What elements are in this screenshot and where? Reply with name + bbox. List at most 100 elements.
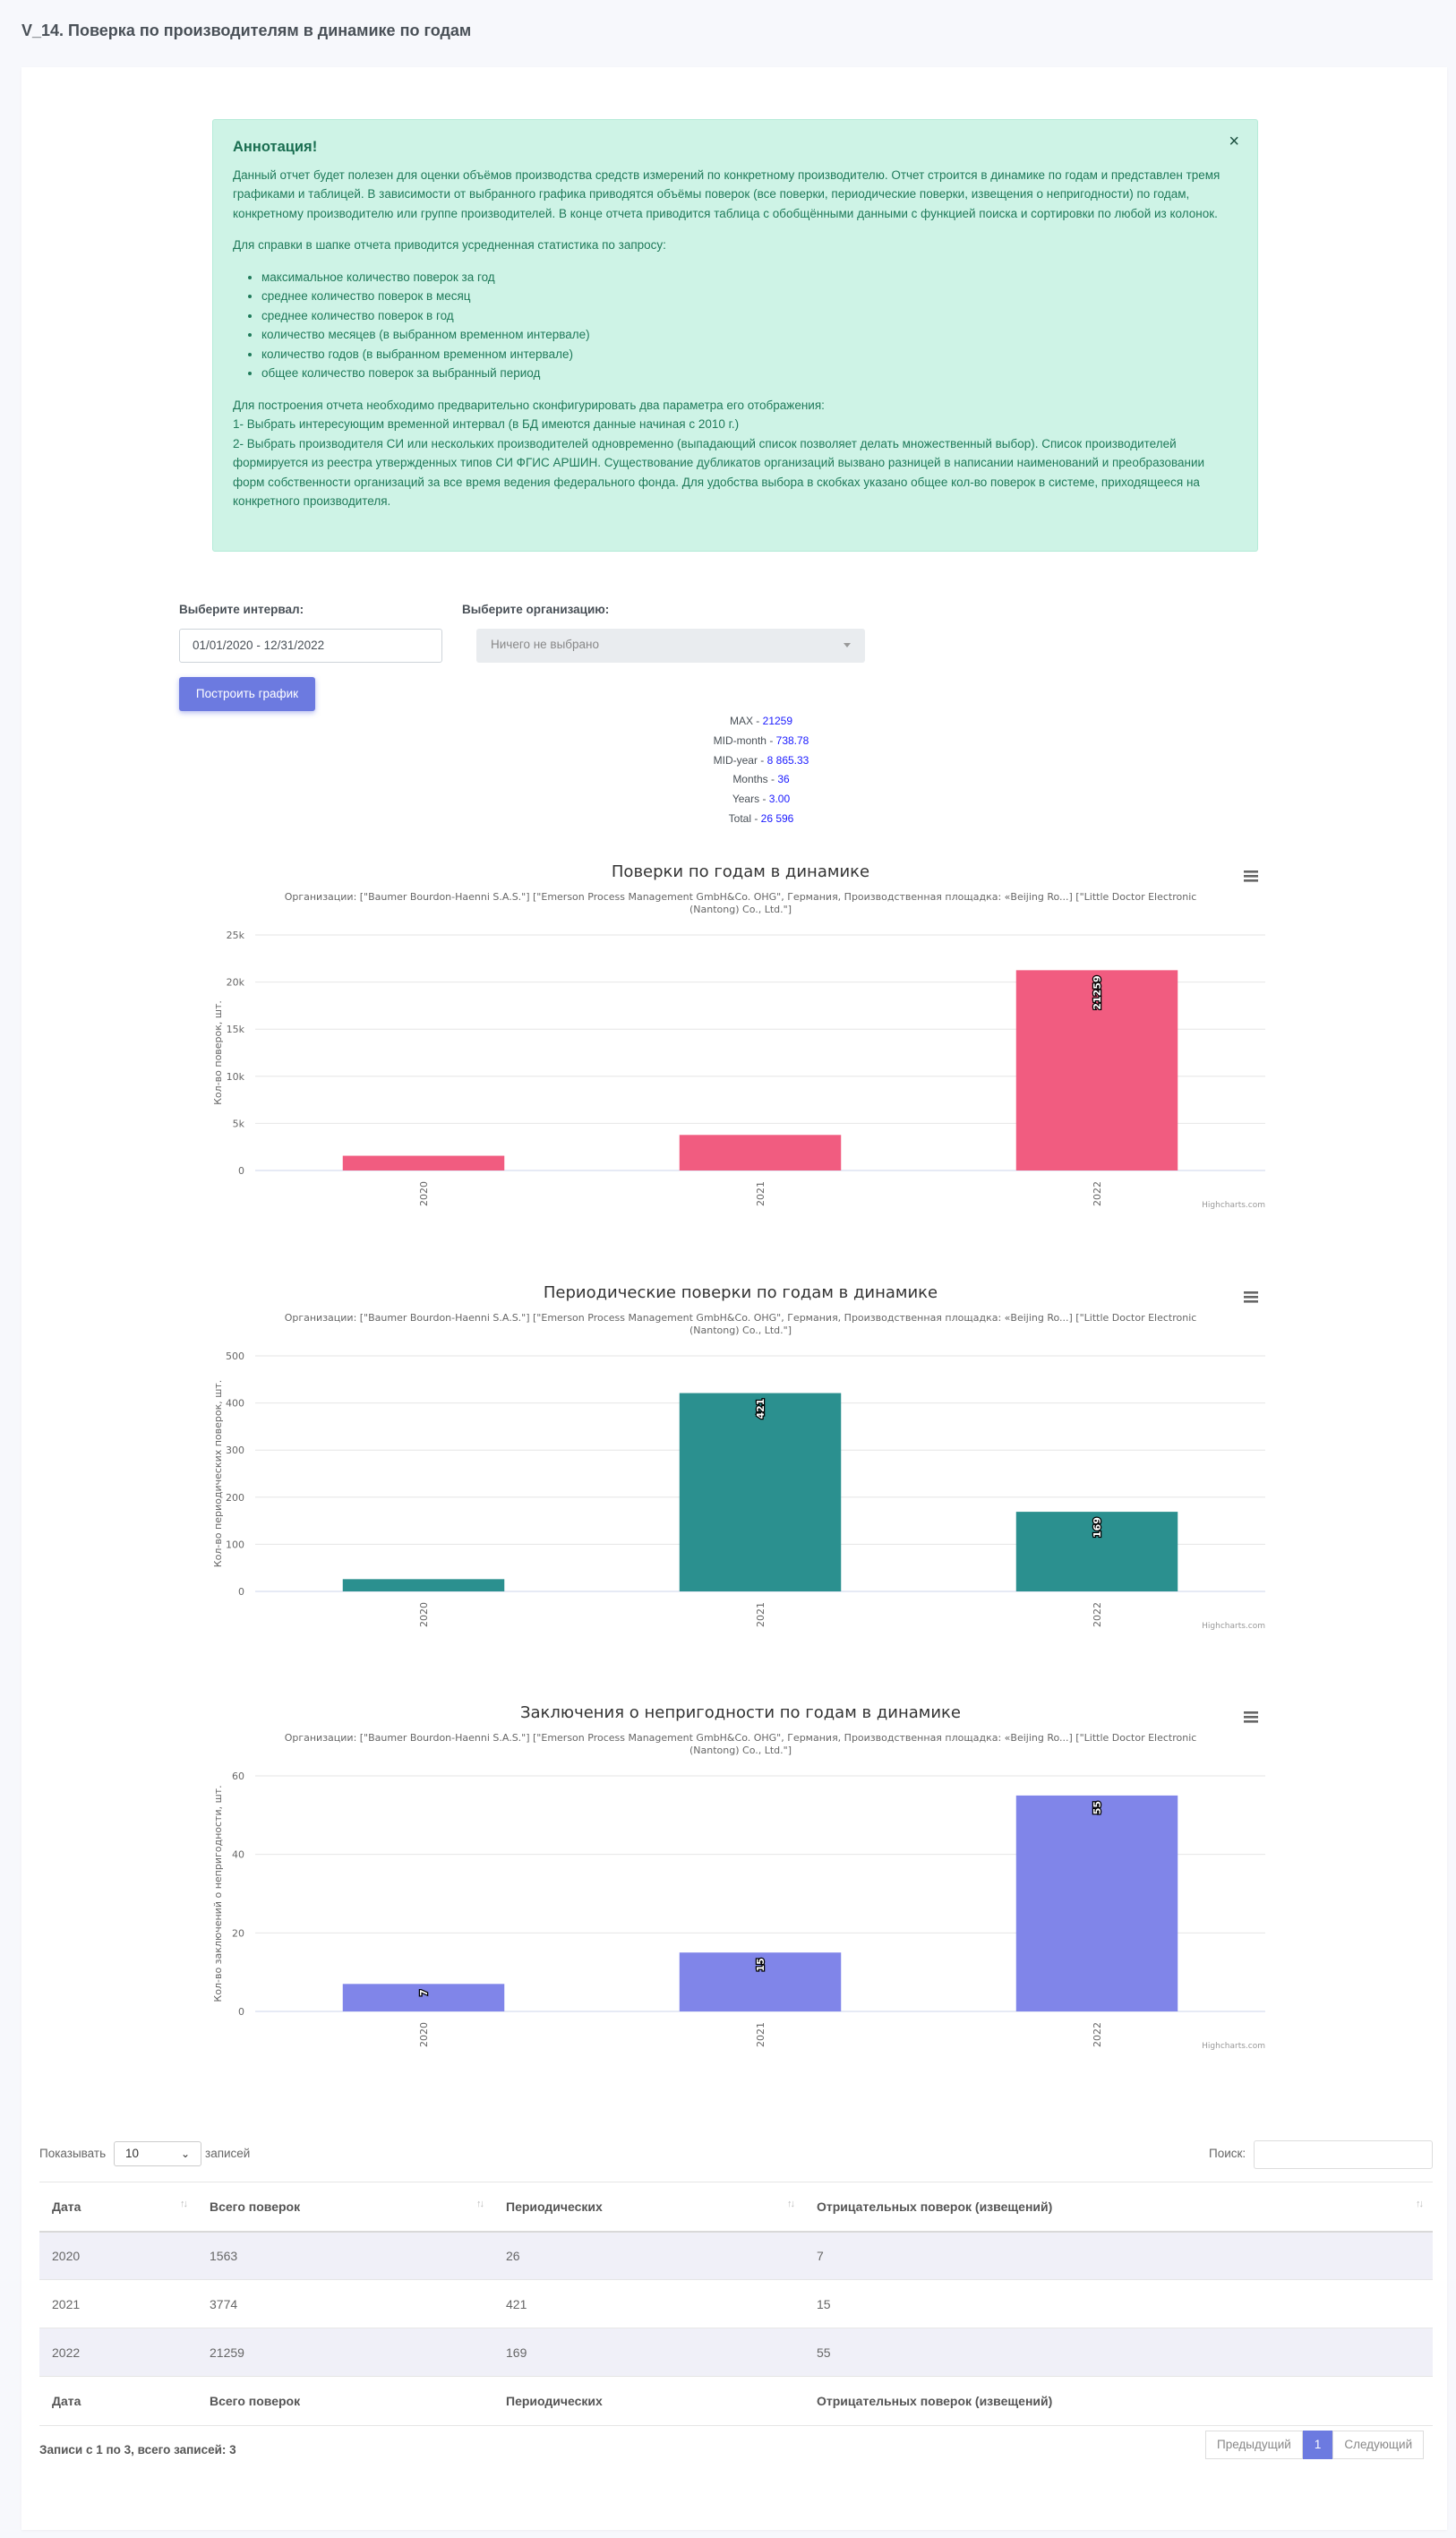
y-tick-label: 500 <box>226 1350 244 1362</box>
y-axis-label: Кол-во поверок, шт. <box>212 1000 224 1105</box>
summary-table: Дата ↑↓ Всего поверок ↑↓ Периодических ↑↓ О… <box>39 2182 1433 2426</box>
chevron-down-icon: ⌄ <box>180 2148 190 2160</box>
x-tick-label: 2020 <box>418 1181 430 1206</box>
table-cell: 421 <box>493 2279 804 2328</box>
table-cell: 2020 <box>39 2231 197 2280</box>
chart-title: Поверки по годам в динамике <box>612 862 869 881</box>
stat-max: MAX - 21259 <box>729 715 793 727</box>
search-input[interactable] <box>1254 2140 1433 2169</box>
table-cell: 21259 <box>197 2328 493 2377</box>
chart-subtitle: (Nantong) Co., Ltd."] <box>689 1325 792 1336</box>
table-cell: 169 <box>493 2328 804 2377</box>
build-chart-button[interactable]: Построить график <box>179 677 315 711</box>
chart-title: Периодические поверки по годам в динамик… <box>544 1283 938 1302</box>
interval-input[interactable]: 01/01/2020 - 12/31/2022 <box>179 629 442 663</box>
column-header-date[interactable]: Дата ↑↓ <box>39 2182 197 2233</box>
chart-subtitle: Организации: ["Baumer Bourdon-Haenni S.A… <box>285 891 1197 903</box>
bar <box>679 1952 842 2011</box>
next-page-button[interactable]: Следующий <box>1332 2431 1425 2459</box>
list-item: количество годов (в выбранном временном … <box>261 345 1238 364</box>
chart-subtitle: Организации: ["Baumer Bourdon-Haenni S.A… <box>285 1732 1197 1744</box>
annotation-paragraph: Для справки в шапке отчета приводится ус… <box>233 238 666 252</box>
data-label: 7 <box>418 1989 430 1996</box>
y-tick-label: 400 <box>226 1398 244 1410</box>
y-tick-label: 5k <box>233 1118 245 1129</box>
x-tick-label: 2022 <box>1092 2022 1103 2047</box>
y-tick-label: 20 <box>232 1927 244 1939</box>
menu-icon[interactable] <box>1244 1291 1258 1303</box>
bar <box>679 1135 842 1170</box>
chart-credits: Highcharts.com <box>1202 1622 1265 1631</box>
table-cell: 2021 <box>39 2279 197 2328</box>
sort-icon: ↑↓ <box>787 2199 795 2209</box>
y-tick-label: 0 <box>238 2006 244 2018</box>
x-tick-label: 2021 <box>755 2022 767 2047</box>
table-row: 2021 3774 421 15 <box>39 2279 1433 2328</box>
org-select[interactable]: Ничего не выбрано <box>476 629 865 663</box>
org-label: Выберите организацию: <box>462 603 610 616</box>
y-tick-label: 25k <box>227 930 245 941</box>
column-header-negative[interactable]: Отрицательных поверок (извещений) ↑↓ <box>804 2182 1433 2233</box>
x-tick-label: 2021 <box>755 1602 767 1627</box>
page-title: V_14. Поверка по производителям в динами… <box>21 21 472 39</box>
chart-unfit-conclusions: Заключения о непригодности по годам в ди… <box>212 1696 1269 2090</box>
list-item: количество месяцев (в выбранном временно… <box>261 325 1238 345</box>
annotation-paragraph: Для построения отчета необходимо предвар… <box>233 398 825 412</box>
sort-icon: ↑↓ <box>1416 2199 1424 2209</box>
page-length-value: 10 <box>125 2147 140 2160</box>
y-tick-label: 15k <box>227 1024 245 1035</box>
y-tick-label: 20k <box>227 977 245 989</box>
caret-down-icon <box>844 643 851 647</box>
table-cell: 2022 <box>39 2328 197 2377</box>
entries-label: записей <box>205 2147 251 2160</box>
org-select-value: Ничего не выбрано <box>491 638 600 651</box>
table-row: 2022 21259 169 55 <box>39 2328 1433 2377</box>
data-label: 55 <box>1092 1801 1103 1814</box>
chart-all-verifications: Поверки по годам в динамике Организации: … <box>212 855 1269 1249</box>
table-cell: 26 <box>493 2231 804 2280</box>
list-item: максимальное количество поверок за год <box>261 268 1238 287</box>
data-label: 15 <box>755 1958 767 1971</box>
stat-mid-month: MID-month - 738.78 <box>713 733 809 747</box>
page-length-select[interactable]: 10 ⌄ <box>114 2141 201 2166</box>
pagination: Предыдущий 1 Следующий <box>1205 2431 1425 2459</box>
chart-subtitle: Организации: ["Baumer Bourdon-Haenni S.A… <box>285 1312 1197 1324</box>
list-item: общее количество поверок за выбранный пе… <box>261 364 1238 383</box>
x-tick-label: 2022 <box>1092 1602 1103 1627</box>
chart-svg: Периодические поверки по годам в динамик… <box>212 1283 1265 1631</box>
chart-title: Заключения о непригодности по годам в ди… <box>520 1703 961 1722</box>
x-tick-label: 2020 <box>418 2022 430 2047</box>
close-icon[interactable]: × <box>1229 132 1239 151</box>
y-axis-label: Кол-во заключений о непригодности, шт. <box>212 1785 224 2002</box>
annotation-title: Аннотация! <box>233 139 318 155</box>
prev-page-button[interactable]: Предыдущий <box>1205 2431 1303 2459</box>
chart-subtitle: (Nantong) Co., Ltd."] <box>689 1745 792 1756</box>
y-tick-label: 60 <box>232 1771 244 1782</box>
y-tick-label: 100 <box>226 1539 244 1550</box>
data-label: 169 <box>1092 1517 1103 1538</box>
table-row: 2020 1563 26 7 <box>39 2231 1433 2280</box>
interval-label: Выберите интервал: <box>179 603 304 616</box>
bar <box>342 1155 505 1170</box>
menu-icon[interactable] <box>1244 1711 1258 1723</box>
bar <box>342 1984 505 2011</box>
column-footer-negative: Отрицательных поверок (извещений) <box>804 2376 1433 2426</box>
stats-panel: MAX - 21259 MID-month - 738.78 MID-year … <box>627 712 895 829</box>
column-footer-date: Дата <box>39 2376 197 2426</box>
annotation-list: максимальное количество поверок за год с… <box>261 268 1238 383</box>
list-item: среднее количество поверок в год <box>261 306 1238 326</box>
bar <box>1015 970 1178 1170</box>
page-button-1[interactable]: 1 <box>1302 2431 1333 2459</box>
y-tick-label: 0 <box>238 1586 244 1598</box>
x-tick-label: 2020 <box>418 1602 430 1627</box>
menu-icon[interactable] <box>1244 870 1258 882</box>
table-cell: 7 <box>804 2231 1433 2280</box>
column-header-periodic[interactable]: Периодических ↑↓ <box>493 2182 804 2233</box>
y-tick-label: 40 <box>232 1849 244 1861</box>
sort-icon: ↑↓ <box>476 2199 484 2209</box>
chart-periodic-verifications: Периодические поверки по годам в динамик… <box>212 1276 1269 1670</box>
table-cell: 55 <box>804 2328 1433 2377</box>
column-header-total[interactable]: Всего поверок ↑↓ <box>197 2182 493 2233</box>
y-axis-label: Кол-во периодических поверок, шт. <box>212 1380 224 1567</box>
stat-total: Total - 26 596 <box>728 811 794 825</box>
